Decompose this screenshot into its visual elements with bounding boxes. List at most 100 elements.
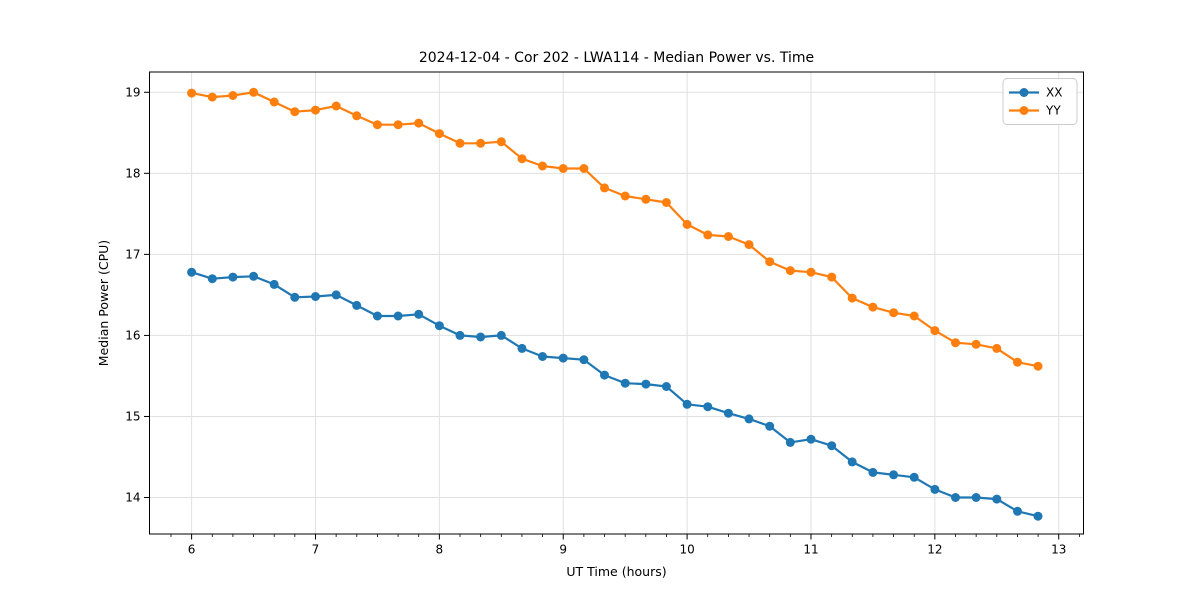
data-point-yy (827, 272, 837, 282)
legend-label-yy: YY (1045, 104, 1061, 118)
data-point-yy (558, 164, 568, 173)
data-point-yy (249, 87, 259, 97)
data-point-yy (207, 92, 217, 102)
data-point-yy (496, 137, 506, 147)
data-point-xx (455, 330, 465, 340)
data-point-yy (455, 138, 465, 148)
data-point-xx (868, 467, 878, 477)
data-point-yy (806, 267, 816, 277)
data-point-xx (971, 493, 981, 502)
data-point-yy (971, 339, 981, 349)
data-point-xx (187, 267, 197, 277)
legend-box (1002, 78, 1078, 125)
data-point-xx (765, 421, 775, 431)
x-tick-label: 13 (1051, 543, 1066, 557)
data-point-xx (249, 271, 259, 281)
data-point-yy (930, 326, 940, 336)
data-point-xx (951, 493, 960, 502)
x-axis-label: UT Time (hours) (566, 564, 666, 579)
legend-marker-xx (1019, 88, 1029, 97)
data-point-xx (827, 441, 837, 451)
x-tick-label: 6 (188, 543, 196, 557)
data-point-xx (476, 332, 486, 342)
grid-lines (149, 72, 1084, 534)
data-point-xx (806, 434, 816, 444)
data-point-xx (372, 311, 382, 321)
data-point-yy (992, 343, 1002, 353)
data-point-yy (785, 266, 795, 276)
data-point-yy (744, 240, 754, 250)
data-point-yy (352, 111, 362, 121)
y-tick-label: 17 (125, 247, 140, 261)
data-point-yy (1013, 357, 1022, 367)
data-point-yy (538, 161, 547, 171)
data-point-xx (723, 408, 733, 418)
data-point-xx (393, 311, 403, 321)
data-point-yy (889, 308, 899, 318)
data-point-xx (847, 457, 857, 467)
data-point-yy (187, 88, 197, 98)
y-tick-label: 18 (125, 166, 140, 180)
data-point-xx (744, 414, 754, 424)
data-point-yy (311, 105, 320, 115)
data-point-xx (517, 343, 527, 353)
data-point-yy (1033, 361, 1043, 371)
x-tick-label: 12 (927, 543, 942, 557)
x-tick-label: 11 (803, 543, 818, 557)
plot-frame (149, 71, 1084, 535)
data-point-yy (847, 293, 857, 303)
y-tick-label: 15 (125, 409, 140, 423)
x-tick-label: 10 (679, 543, 694, 557)
data-point-yy (703, 230, 713, 240)
data-point-xx (661, 382, 671, 391)
data-point-yy (661, 198, 671, 207)
data-point-xx (331, 290, 341, 300)
data-point-yy (641, 194, 651, 204)
data-point-yy (868, 302, 878, 312)
legend: XX YY (1002, 78, 1078, 125)
data-point-xx (785, 437, 795, 447)
data-point-yy (682, 219, 692, 229)
data-point-xx (930, 484, 940, 494)
x-tick-label: 9 (559, 543, 567, 557)
data-point-yy (434, 129, 444, 139)
data-point-xx (992, 494, 1002, 504)
data-point-xx (682, 399, 692, 409)
data-point-yy (414, 118, 424, 128)
data-point-xx (889, 470, 899, 480)
data-point-xx (269, 279, 279, 289)
data-point-xx (620, 378, 630, 388)
data-point-xx (1033, 511, 1043, 521)
data-point-yy (909, 311, 919, 321)
x-tick-label: 7 (312, 543, 320, 557)
data-point-xx (538, 352, 547, 361)
data-point-yy (269, 97, 279, 107)
data-point-xx (909, 472, 919, 482)
data-point-xx (311, 292, 320, 301)
data-point-xx (207, 274, 217, 284)
series-line-yy (190, 91, 1040, 368)
y-tick-label: 19 (125, 85, 140, 99)
data-point-xx (290, 292, 300, 302)
data-point-xx (496, 330, 506, 340)
data-point-xx (434, 321, 444, 331)
data-point-xx (579, 355, 589, 365)
data-point-yy (476, 138, 486, 148)
data-point-yy (765, 257, 775, 267)
data-point-yy (290, 107, 300, 117)
data-point-xx (1013, 506, 1022, 516)
x-tick-label: 8 (436, 543, 444, 557)
data-point-xx (641, 379, 651, 389)
data-point-yy (331, 101, 341, 111)
data-point-xx (352, 300, 362, 310)
data-point-yy (579, 164, 589, 173)
data-point-yy (620, 191, 630, 201)
data-point-xx (228, 272, 238, 282)
y-tick-label: 16 (125, 328, 140, 342)
data-point-yy (372, 120, 382, 130)
data-point-xx (414, 309, 424, 319)
y-tick-label: 14 (125, 491, 140, 505)
data-point-xx (600, 370, 609, 380)
